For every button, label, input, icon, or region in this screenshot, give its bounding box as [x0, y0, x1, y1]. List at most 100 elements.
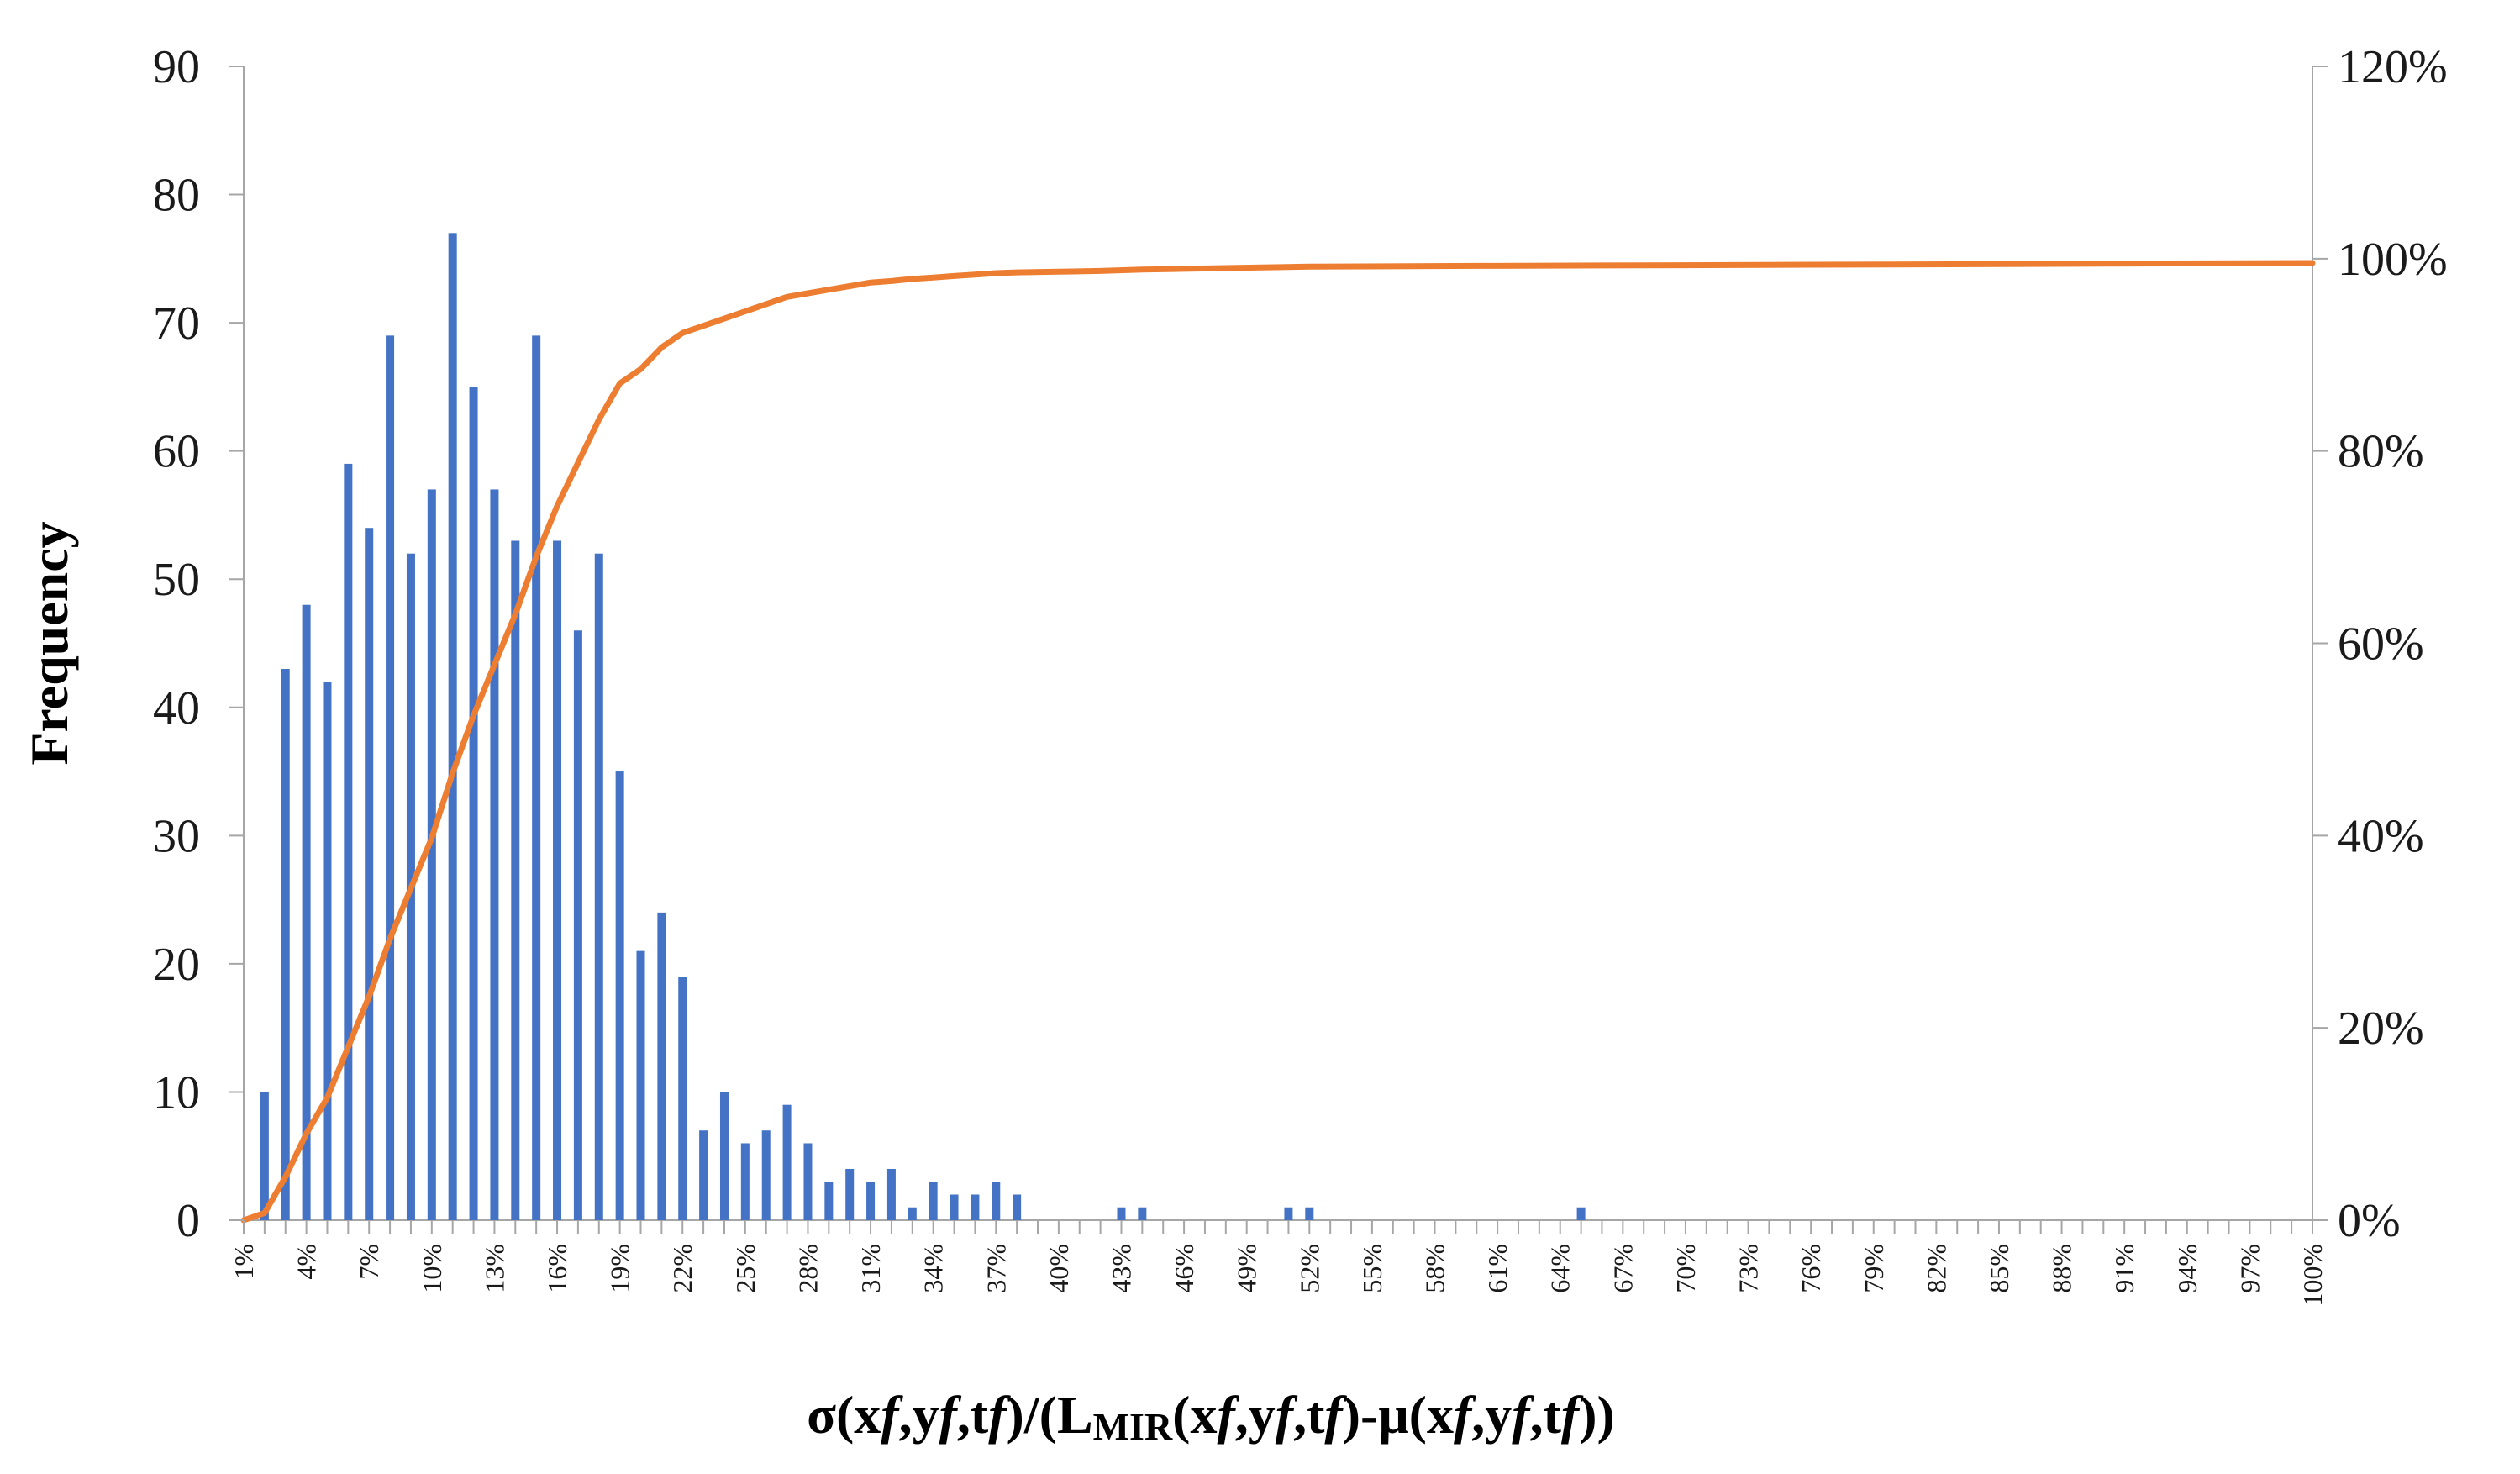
- bars: [260, 233, 1586, 1220]
- x-tick-label: 55%: [1357, 1244, 1387, 1293]
- right-tick-label: 120%: [2338, 41, 2448, 93]
- x-tick-label: 97%: [2234, 1244, 2265, 1293]
- bar: [929, 1182, 938, 1220]
- x-tick-label: 85%: [1984, 1244, 2014, 1293]
- left-tick-label: 20: [153, 939, 200, 991]
- left-tick-label: 30: [153, 810, 200, 862]
- left-tick-label: 0: [176, 1195, 200, 1247]
- x-axis-label: σ(xf,yf,tf)/(LMIR(xf,yf,tf)-μ(xf,yf,tf)): [807, 1385, 1615, 1448]
- x-tick-label: 76%: [1796, 1244, 1826, 1293]
- x-tick-label: 100%: [2297, 1244, 2328, 1307]
- cumulative-series-line: [240, 260, 2316, 1224]
- x-tick-label: 7%: [354, 1244, 384, 1280]
- bar: [365, 528, 374, 1220]
- right-tick-label: 80%: [2338, 426, 2424, 478]
- bar: [260, 1092, 269, 1220]
- bar: [886, 1168, 896, 1220]
- x-tick-label: 10%: [417, 1244, 447, 1293]
- right-tick-label: 60%: [2338, 619, 2424, 671]
- bar: [532, 335, 541, 1220]
- bar: [281, 669, 290, 1220]
- bar: [699, 1130, 708, 1220]
- x-tick-label: 40%: [1044, 1244, 1074, 1293]
- bar: [1138, 1207, 1147, 1220]
- x-tick-label: 1%: [229, 1244, 259, 1280]
- x-tick-label: 82%: [1921, 1244, 1951, 1293]
- bar: [866, 1182, 876, 1220]
- x-tick-label: 25%: [730, 1244, 760, 1293]
- right-tick-label: 40%: [2338, 810, 2424, 862]
- x-tick-label: 49%: [1232, 1244, 1262, 1293]
- x-tick-label: 13%: [479, 1244, 509, 1293]
- x-tick-label: 31%: [855, 1244, 886, 1293]
- left-tick-label: 50: [153, 554, 200, 606]
- left-tick-label: 70: [153, 297, 200, 350]
- left-tick-label: 40: [153, 682, 200, 734]
- x-tick-label: 61%: [1482, 1244, 1513, 1293]
- bar: [615, 771, 624, 1220]
- x-tick-label: 67%: [1607, 1244, 1638, 1293]
- x-tick-label: 4%: [292, 1244, 322, 1280]
- y-axis-label: Frequency: [19, 521, 79, 765]
- left-tick-label: 10: [153, 1066, 200, 1119]
- bar: [845, 1168, 855, 1220]
- x-tick-label: 91%: [2109, 1244, 2139, 1293]
- x-tick-label: 22%: [667, 1244, 697, 1293]
- right-axis-ticks: 0% 20% 40% 60% 80% 100% 120%: [2312, 41, 2448, 1247]
- bar: [950, 1194, 959, 1220]
- bar: [678, 977, 687, 1220]
- bar: [740, 1143, 750, 1220]
- right-tick-label: 20%: [2338, 1003, 2424, 1055]
- x-tick-label: 73%: [1733, 1244, 1764, 1293]
- x-tick-label: 94%: [2172, 1244, 2202, 1293]
- x-tick-label: 37%: [981, 1244, 1011, 1293]
- bar: [573, 630, 582, 1220]
- cumulative-line: [240, 260, 2316, 1224]
- x-tick-label: 88%: [2047, 1244, 2077, 1293]
- bar: [386, 335, 395, 1220]
- bar: [1576, 1207, 1586, 1220]
- right-tick-label: 0%: [2338, 1195, 2401, 1247]
- bar: [992, 1182, 1001, 1220]
- bar: [908, 1207, 917, 1220]
- left-tick-label: 80: [153, 170, 200, 222]
- bar: [511, 540, 520, 1220]
- x-tick-label: 43%: [1106, 1244, 1136, 1293]
- bar: [1117, 1207, 1126, 1220]
- x-tick-label: 16%: [542, 1244, 572, 1293]
- bar: [824, 1182, 834, 1220]
- bar: [1013, 1194, 1022, 1220]
- bar: [1284, 1207, 1293, 1220]
- bar: [344, 463, 353, 1220]
- left-tick-label: 90: [153, 41, 200, 93]
- x-tick-label: 28%: [792, 1244, 823, 1293]
- bar: [782, 1104, 792, 1220]
- right-tick-label: 100%: [2338, 234, 2448, 286]
- bar: [427, 489, 436, 1220]
- x-tick-label: 79%: [1859, 1244, 1889, 1293]
- bar: [302, 604, 311, 1220]
- bar: [469, 387, 478, 1220]
- left-axis-ticks: 0 10 20 30 40 50 60 70 80 90: [153, 41, 244, 1247]
- bar: [448, 233, 457, 1220]
- bar: [553, 540, 562, 1220]
- x-tick-label: 70%: [1670, 1244, 1701, 1293]
- bar: [803, 1143, 813, 1220]
- bar: [323, 682, 332, 1220]
- bar: [761, 1130, 771, 1220]
- bar: [594, 553, 603, 1220]
- bar: [971, 1194, 980, 1220]
- x-tick-label: 46%: [1169, 1244, 1199, 1293]
- bar: [636, 950, 645, 1220]
- x-tick-label: 19%: [605, 1244, 635, 1293]
- x-tick-label: 52%: [1294, 1244, 1324, 1293]
- bar: [719, 1092, 729, 1220]
- bar: [657, 912, 666, 1220]
- x-axis-ticks: 1% 4% 7% 10% 13% 16% 19% 22% 25% 28% 31% 34% 37% 40% 4…: [229, 1220, 2328, 1307]
- bar: [1305, 1207, 1314, 1220]
- left-tick-label: 60: [153, 426, 200, 478]
- bar: [490, 489, 499, 1220]
- x-tick-label: 64%: [1545, 1244, 1576, 1293]
- x-tick-label: 34%: [918, 1244, 949, 1293]
